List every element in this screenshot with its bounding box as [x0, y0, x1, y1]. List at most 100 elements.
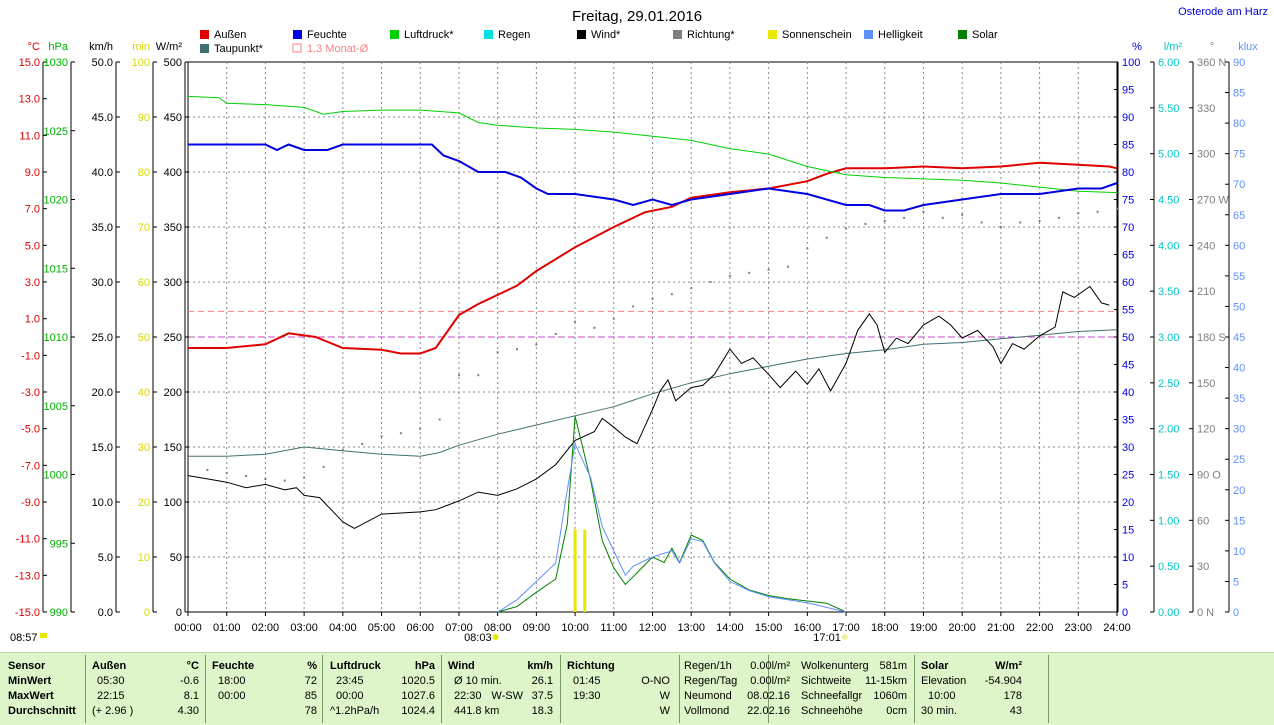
legend-label: Sonnenschein	[782, 29, 852, 41]
x-tick-label: 15:00	[755, 622, 783, 634]
footer-cell: %	[307, 660, 317, 672]
axis-unit: klux	[1238, 41, 1258, 53]
location-label: Osterode am Harz	[1178, 6, 1268, 18]
legend-label: Helligkeit	[878, 29, 923, 41]
footer-cell: 78	[304, 705, 317, 717]
direction-point	[303, 476, 306, 479]
axis-tick-label: 1005	[44, 401, 68, 413]
axis-tick-label: 2.00	[1158, 424, 1179, 436]
footer-cell: -54.904	[984, 675, 1022, 687]
legend-swatch	[200, 30, 209, 39]
axis-tick-label: -11.0	[16, 534, 40, 546]
direction-point	[767, 268, 770, 271]
footer-cell: (+ 2.96 )	[92, 705, 134, 717]
legend-label: Richtung*	[687, 29, 735, 41]
footer-cell: 00:00	[336, 690, 364, 702]
axis-tick-label: 40.0	[92, 167, 113, 179]
sunrise-icon	[492, 634, 499, 640]
direction-point	[1019, 221, 1022, 224]
axis-tick-label: 5.0	[25, 240, 40, 252]
sunset-label: 17:01	[813, 632, 841, 644]
legend-swatch	[293, 30, 302, 39]
direction-point	[999, 226, 1002, 228]
legend-swatch	[673, 30, 682, 39]
direction-point	[477, 374, 480, 377]
axis-tick-label: 60	[1122, 277, 1134, 289]
axis-tick-label: 45	[1122, 360, 1134, 372]
axis-unit: hPa	[48, 41, 68, 53]
current-time-icon	[40, 633, 47, 638]
legend-swatch	[484, 30, 493, 39]
footer-sensor-label: Sensor	[8, 660, 46, 672]
axis-tick-label: 50.0	[92, 57, 113, 69]
axis-tick-label: 20	[1233, 485, 1245, 497]
footer-cell: km/h	[527, 660, 553, 672]
footer-cell: 08.02.16	[747, 690, 790, 702]
footer-cell: 22.02.16	[747, 705, 790, 717]
direction-point	[922, 210, 925, 213]
axis-tick-label: 70	[1233, 179, 1245, 191]
direction-point	[941, 216, 944, 219]
axis-tick-label: 4.50	[1158, 195, 1179, 207]
footer-cell: 10:00	[928, 690, 956, 702]
x-tick-label: 07:00	[445, 622, 473, 634]
axis-tick-label: 0.00	[1158, 607, 1179, 619]
axis-tick-label: 60	[1233, 240, 1245, 252]
footer-cell: 178	[1003, 690, 1022, 702]
axis-tick-label: 20	[138, 497, 150, 509]
axis-tick-label: 20.0	[92, 387, 113, 399]
series-line-luftdruck	[187, 95, 1118, 194]
axis-tick-label: 180 S	[1197, 332, 1226, 344]
direction-point	[574, 320, 577, 323]
axis-tick-label: 15	[1233, 515, 1245, 527]
x-tick-label: 18:00	[871, 622, 899, 634]
axis-unit: °C	[28, 41, 40, 53]
footer-cell: Schneehöhe	[801, 705, 863, 717]
footer-divider	[441, 655, 442, 723]
footer-cell: 1060m	[873, 690, 907, 702]
axis-tick-label: 5.50	[1158, 103, 1179, 115]
legend-swatch	[390, 30, 399, 39]
footer-cell: O-NO	[641, 675, 670, 687]
x-tick-label: 03:00	[290, 622, 318, 634]
axis-tick-label: 6.00	[1158, 57, 1179, 69]
x-tick-label: 19:00	[910, 622, 938, 634]
legend-label: Regen	[498, 29, 530, 41]
direction-point	[709, 281, 712, 283]
axis-tick-label: 13.0	[19, 94, 40, 106]
footer-cell: Schneefallgr	[801, 690, 863, 702]
footer-cell: 0cm	[886, 705, 907, 717]
axis-tick-label: 250	[164, 332, 182, 344]
legend-swatch	[864, 30, 873, 39]
footer-cell: 441.8 km	[454, 705, 500, 717]
chart-legend: Außen Feuchte Luftdruck* Regen Wind* Richtung…	[200, 29, 998, 55]
sunset-icon	[841, 634, 848, 640]
axis-tick-label: 50	[1122, 332, 1134, 344]
axis-tick-label: 150	[164, 442, 182, 454]
axis-unit: km/h	[89, 41, 113, 53]
footer-cell: W/m²	[995, 660, 1022, 672]
axis-tick-label: 210	[1197, 286, 1215, 298]
direction-point	[864, 222, 867, 225]
series-line-wind	[187, 285, 1110, 529]
axis-tick-label: 0	[1233, 607, 1239, 619]
footer-cell: 8.1	[183, 690, 199, 702]
axis-tick-label: 15.0	[92, 442, 113, 454]
footer-cell: 00:00	[218, 690, 246, 702]
footer-cell: 43	[1009, 705, 1022, 717]
axis-tick-label: 45	[1233, 332, 1245, 344]
axis-unit: W/m²	[156, 41, 183, 53]
axis-tick-label: 80	[1122, 167, 1134, 179]
direction-point	[206, 468, 209, 471]
axis-tick-label: -15.0	[15, 607, 40, 619]
direction-point	[651, 297, 654, 300]
axis-tick-label: -13.0	[15, 570, 40, 582]
axis-tick-label: 75	[1122, 195, 1134, 207]
x-tick-label: 17:00	[832, 622, 860, 634]
direction-point	[264, 478, 267, 481]
axis-tick-label: 40	[1122, 387, 1134, 399]
footer-cell: W	[659, 705, 670, 717]
legend-swatch	[768, 30, 777, 39]
axis-tick-label: 35	[1233, 393, 1245, 405]
axis-tick-label: 60	[138, 277, 150, 289]
